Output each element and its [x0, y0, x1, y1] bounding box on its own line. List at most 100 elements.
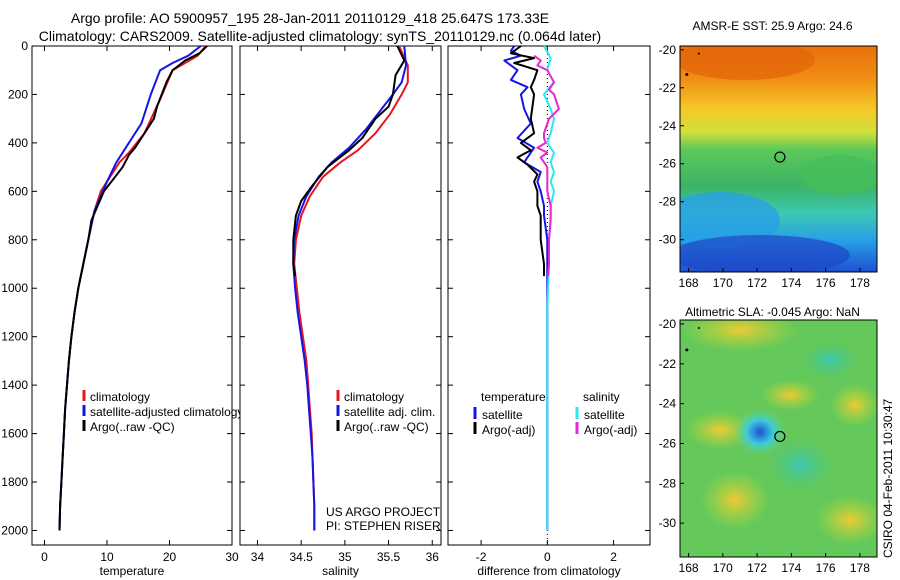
map-x-tick-label: 168: [679, 561, 699, 575]
side-label: CSIRO 04-Feb-2011 10:30:47: [881, 398, 895, 558]
sst-green-patch: [800, 155, 877, 195]
y-tick-label: 0: [21, 39, 28, 53]
y-tick-label: 1600: [1, 427, 28, 441]
profile-panel-1: 0 10 20 30 temperature 0 200 400 600 800 1000 1200 1…: [1, 39, 243, 578]
legend-entry: satellite adj. clim.: [344, 405, 435, 419]
map-panel-2: Altimetric SLA: -0.045 Argo: NaN 168 170 17…: [659, 305, 878, 575]
legend-entry: climatology: [90, 390, 150, 404]
legend-entry: satellite: [482, 408, 523, 422]
x-tick-label: 36: [426, 550, 440, 564]
legend-entry: Argo(-adj): [584, 423, 637, 437]
map-x-tick-label: 178: [850, 561, 870, 575]
legend-entry: Argo(..raw -QC): [344, 420, 429, 434]
map-y-tick-label: -20: [659, 317, 677, 331]
map-y-tick-label: -26: [659, 436, 677, 450]
sst-warm-core: [680, 46, 815, 80]
map-title: AMSR-E SST: 25.9 Argo: 24.6: [692, 19, 852, 33]
map-frame: [679, 319, 878, 558]
legend-header: salinity: [583, 390, 620, 404]
map-frame: [679, 45, 878, 273]
map-y-tick-label: -20: [659, 43, 677, 57]
island-dot: [685, 348, 689, 352]
map-y-tick-label: -30: [659, 516, 677, 530]
legend-entry: Argo(..raw -QC): [90, 420, 175, 434]
series-line-argo-raw-qc-: [58, 45, 208, 531]
map-x-tick-label: 178: [850, 276, 870, 290]
x-tick-label: 30: [225, 550, 239, 564]
sla-eddy: [734, 408, 786, 456]
sst-cold-patch: [680, 235, 850, 272]
y-tick-label: 600: [8, 184, 28, 198]
map-title: Altimetric SLA: -0.045 Argo: NaN: [685, 305, 860, 319]
sst-map: [680, 46, 877, 272]
map-x-tick-label: 168: [679, 276, 699, 290]
x-axis-label: difference from climatology: [477, 564, 620, 578]
map-y-tick-label: -22: [659, 357, 677, 371]
series-line-salinity-argo-adj-: [533, 54, 560, 277]
map-x-tick-label: 176: [816, 561, 836, 575]
title-line-1: Argo profile: AO 5900957_195 28-Jan-2011…: [70, 10, 550, 26]
plot-frame: [447, 45, 651, 546]
x-tick-label: 10: [100, 550, 114, 564]
sla-map: [680, 320, 877, 557]
map-x-tick-label: 174: [781, 561, 801, 575]
profile-location-marker: [774, 430, 786, 443]
map-y-tick-label: -28: [659, 476, 677, 490]
map-x-tick-label: 174: [781, 276, 801, 290]
y-tick-label: 1000: [1, 281, 28, 295]
sla-warm-3: [830, 383, 877, 427]
x-tick-label: 34: [251, 550, 265, 564]
plot-frame: [31, 45, 233, 546]
sla-warm-2: [760, 379, 820, 411]
map-y-tick-label: -30: [659, 233, 677, 247]
sla-cool-2: [765, 437, 835, 493]
map-x-tick-label: 172: [747, 276, 767, 290]
profile-location-marker: [774, 151, 786, 163]
map-x-tick-label: 170: [713, 561, 733, 575]
y-tick-label: 2000: [1, 523, 28, 537]
y-tick-label: 400: [8, 136, 28, 150]
x-tick-label: 34.5: [289, 550, 313, 564]
y-tick-label: 800: [8, 233, 28, 247]
sla-warm-1: [680, 320, 800, 352]
map-y-tick-label: -22: [659, 81, 677, 95]
x-tick-label: 0: [41, 550, 48, 564]
sst-cool-patch: [680, 192, 780, 248]
y-tick-label: 200: [8, 87, 28, 101]
x-axis-label: temperature: [100, 564, 165, 578]
legend-entry: Argo(-adj): [482, 423, 535, 437]
x-axis-label: salinity: [322, 564, 359, 578]
x-tick-label: -2: [476, 550, 487, 564]
x-tick-label: 0: [544, 550, 551, 564]
island-dot: [697, 52, 700, 55]
map-x-tick-label: 172: [747, 561, 767, 575]
y-tick-label: 1200: [1, 330, 28, 344]
map-y-tick-label: -26: [659, 157, 677, 171]
x-tick-label: 35: [338, 550, 352, 564]
legend-header: temperature: [481, 390, 546, 404]
series-line-argo-raw-qc-: [292, 45, 406, 277]
y-tick-label: 1800: [1, 475, 28, 489]
sla-warm-6: [815, 495, 877, 545]
x-tick-label: 2: [610, 550, 617, 564]
map-y-tick-label: -24: [659, 119, 677, 133]
legend-entry: satellite: [584, 408, 625, 422]
island-dot: [697, 326, 700, 329]
map-x-tick-label: 176: [816, 276, 836, 290]
series-line-temperature-argo-adj-: [509, 45, 545, 277]
title-line-2: Climatology: CARS2009. Satellite-adjuste…: [38, 28, 602, 44]
plot-frame: [239, 45, 442, 546]
map-panel-1: AMSR-E SST: 25.9 Argo: 24.6 168 170 172 174 1…: [659, 19, 878, 290]
sla-warm-5: [700, 470, 770, 530]
legend-entry: climatology: [344, 390, 404, 404]
y-tick-label: 1400: [1, 378, 28, 392]
island-dot: [685, 72, 689, 76]
profile-panel-2: 34 34.5 35 35.5 36 salinity climatologysatelli…: [239, 45, 442, 578]
legend-entry: satellite-adjusted climatology: [90, 405, 243, 419]
project-annotation: US ARGO PROJECT: [326, 505, 441, 519]
map-y-tick-label: -24: [659, 397, 677, 411]
x-tick-label: 35.5: [377, 550, 401, 564]
sla-cool-1: [800, 340, 860, 380]
